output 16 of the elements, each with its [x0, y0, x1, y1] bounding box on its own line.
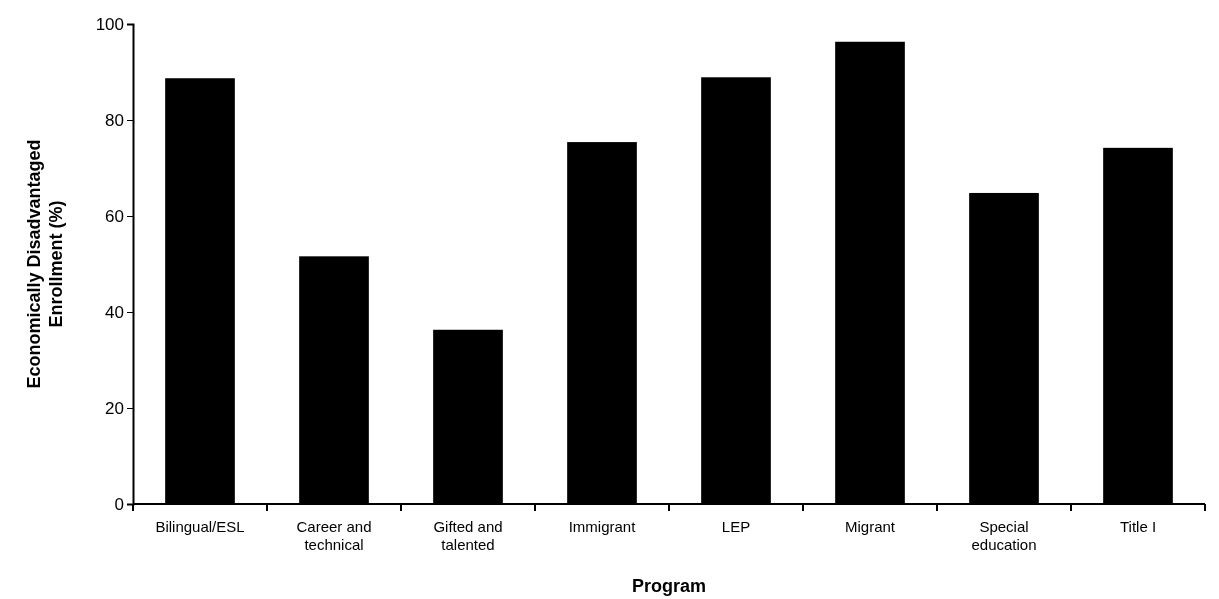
x-tick-label: Migrant: [844, 518, 896, 535]
x-tick-label: Bilingual/ESL: [155, 518, 245, 535]
x-tick-label: Career and technical: [296, 518, 372, 553]
y-tick-label: 100: [95, 14, 124, 34]
x-tick-label: Special education: [971, 518, 1037, 553]
y-axis-title: Economically Disadvantaged Enrollment (%): [24, 139, 66, 389]
x-tick-label: Title I: [1119, 518, 1157, 535]
x-axis-title: Program: [631, 576, 707, 596]
x-tick-label: Gifted and talented: [433, 518, 503, 553]
x-tick-label: LEP: [721, 518, 751, 535]
y-tick-label: 0: [114, 494, 124, 514]
y-tick-label: 60: [105, 206, 124, 226]
x-tick-label: Immigrant: [568, 518, 637, 535]
y-tick-label: 20: [105, 398, 124, 418]
y-tick-label: 80: [105, 110, 124, 130]
y-tick-label: 40: [105, 302, 124, 322]
